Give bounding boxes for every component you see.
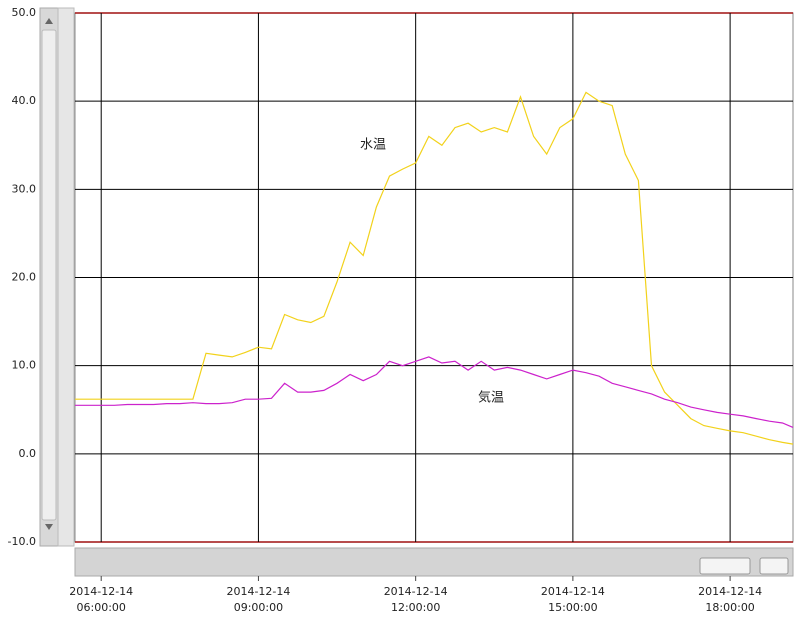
y-tick-label: -10.0 bbox=[8, 535, 36, 548]
annotation: 水温 bbox=[360, 138, 386, 153]
y-tick-label: 40.0 bbox=[12, 94, 37, 107]
x-tick-label: 2014-12-14 06:00:00 bbox=[69, 585, 134, 614]
x-tick-label: 2014-12-14 15:00:00 bbox=[540, 585, 605, 614]
h-scrollbar[interactable] bbox=[74, 547, 794, 577]
y-tick-label: 10.0 bbox=[12, 359, 37, 372]
series-line bbox=[75, 91, 794, 445]
x-tick-label: 2014-12-14 12:00:00 bbox=[383, 585, 448, 614]
scroll-down-arrow[interactable] bbox=[45, 524, 53, 530]
y-tick-label: 20.0 bbox=[12, 271, 37, 284]
plot-area bbox=[74, 12, 794, 543]
series-line bbox=[75, 356, 794, 428]
annotation: 気温 bbox=[478, 390, 504, 406]
scroll-up-arrow[interactable] bbox=[45, 18, 53, 24]
h-scrollbar-thumb[interactable] bbox=[699, 557, 751, 575]
v-scroll-track bbox=[57, 7, 75, 547]
y-tick-label: 50.0 bbox=[12, 6, 37, 19]
y-tick-label: 0.0 bbox=[19, 447, 37, 460]
y-tick-label: 30.0 bbox=[12, 182, 37, 195]
x-tick-label: 2014-12-14 18:00:00 bbox=[698, 585, 763, 614]
h-scroll-right[interactable] bbox=[759, 557, 789, 575]
x-tick-label: 2014-12-14 09:00:00 bbox=[226, 585, 291, 614]
v-scrollbar-thumb[interactable] bbox=[41, 29, 57, 521]
